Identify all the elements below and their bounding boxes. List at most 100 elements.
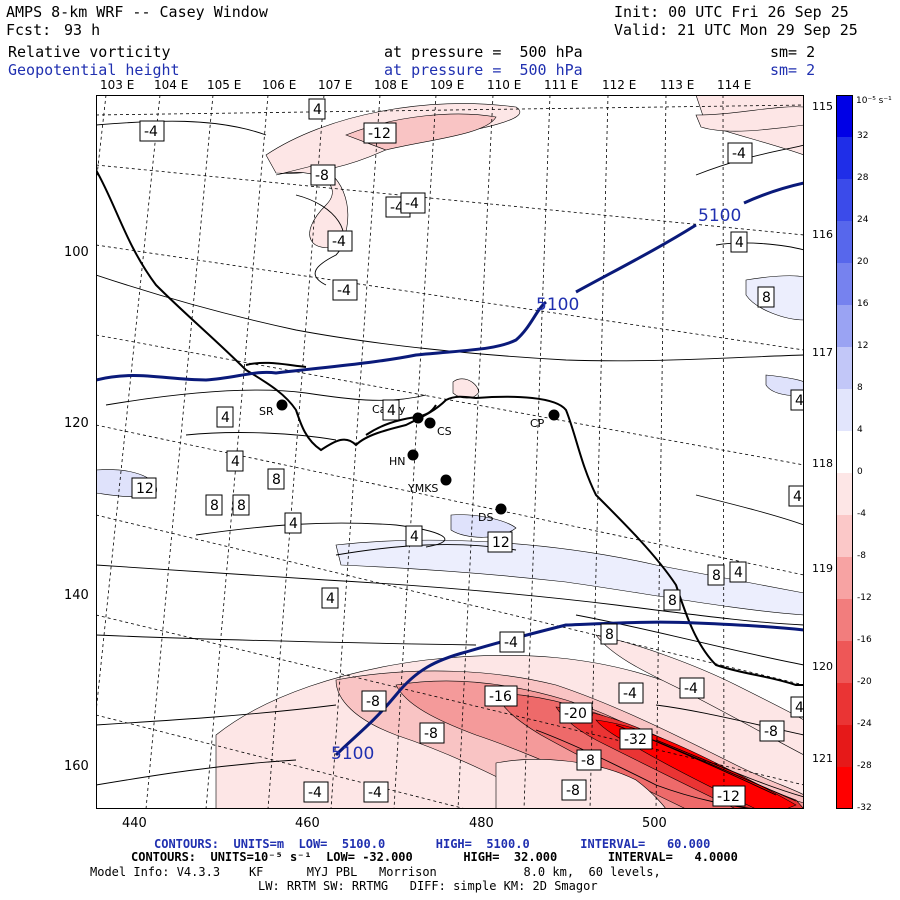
vorticity-label: 8 xyxy=(762,290,771,306)
vorticity-map: SR Casey CS CP HN YMKS DS 5100 5100 5100… xyxy=(96,95,804,809)
vorticity-label-box xyxy=(757,286,775,308)
vorticity-label-box xyxy=(232,494,250,516)
field2-name: Geopotential height xyxy=(8,61,180,79)
vorticity-label: 4 xyxy=(289,516,298,532)
colorbar-cell xyxy=(836,221,852,264)
colorbar-cell xyxy=(836,137,852,180)
station-cs xyxy=(424,417,436,429)
vorticity-label-box xyxy=(310,164,336,186)
colorbar-cell xyxy=(836,683,852,726)
vorticity-label: -4 xyxy=(332,234,346,250)
lat-label: 121 E xyxy=(812,752,844,765)
colorbar-cell xyxy=(836,347,852,390)
lat-label: 119 E xyxy=(812,562,844,575)
x-tick: 480 xyxy=(469,816,494,831)
vorticity-label: -8 xyxy=(566,783,580,799)
height-contour-info: CONTOURS: UNITS=m LOW= 5100.0 HIGH= 5100… xyxy=(154,837,711,851)
vorticity-label-box xyxy=(730,231,748,253)
vorticity-label: 8 xyxy=(668,593,677,609)
lon-label: 113 E xyxy=(660,78,695,92)
colorbar-cell xyxy=(836,179,852,222)
colorbar-tick: 28 xyxy=(857,173,869,183)
lon-label: 112 E xyxy=(602,78,637,92)
vorticity-label: 8 xyxy=(210,498,219,514)
colorbar-tick: 32 xyxy=(857,131,869,141)
colorbar-cell xyxy=(836,431,852,474)
colorbar-unit: 10⁻⁵ s⁻¹ xyxy=(856,96,892,106)
vorticity-label-box xyxy=(363,122,397,144)
station-ds xyxy=(495,503,507,515)
vorticity-label-box xyxy=(361,690,387,712)
lon-label: 107 E xyxy=(318,78,353,92)
vorticity-label: 8 xyxy=(272,472,281,488)
colorbar-tick: 12 xyxy=(857,341,869,351)
vorticity-label-box xyxy=(226,450,244,472)
vorticity-label: -12 xyxy=(368,126,391,142)
vorticity-label-box xyxy=(600,623,618,645)
vorticity-label-box xyxy=(663,589,681,611)
vorticity-label: 12 xyxy=(492,535,510,551)
vorticity-label: 4 xyxy=(793,489,802,505)
colorbar-cell xyxy=(836,557,852,600)
vorticity-label: -4 xyxy=(732,146,746,162)
vorticity-label: 4 xyxy=(734,565,743,581)
vorticity-label-box xyxy=(788,485,804,507)
colorbar-cell xyxy=(836,599,852,642)
vorticity-label-box xyxy=(790,389,804,411)
vorticity-label: -4 xyxy=(405,196,419,212)
field1-name: Relative vorticity xyxy=(8,43,171,61)
colorbar-cell xyxy=(836,263,852,306)
colorbar-cell xyxy=(836,515,852,558)
model-title: AMPS 8-km WRF -- Casey Window xyxy=(6,3,268,21)
graticule xyxy=(96,95,804,809)
geopotential-height-contours xyxy=(96,181,804,757)
vorticity-label: -4 xyxy=(504,635,518,651)
vorticity-label: -4 xyxy=(684,681,698,697)
field2-level: at pressure = 500 hPa xyxy=(384,61,583,79)
vorticity-label: 4 xyxy=(326,591,335,607)
field1-level: at pressure = 500 hPa xyxy=(384,43,583,61)
vorticity-label: -4 xyxy=(623,686,637,702)
vorticity-label-box xyxy=(131,477,157,499)
vorticity-contours xyxy=(96,120,804,809)
height-label: 5100 xyxy=(698,206,741,226)
colorbar-tick: -8 xyxy=(857,551,866,561)
vorticity-label-box xyxy=(205,494,223,516)
colorbar-cell xyxy=(836,767,852,809)
vorticity-label: 4 xyxy=(410,529,419,545)
station-casey xyxy=(412,412,424,424)
colorbar-cell xyxy=(836,389,852,432)
lat-label: 117 E xyxy=(812,346,844,359)
colorbar-tick: 24 xyxy=(857,215,869,225)
vorticity-label: -12 xyxy=(717,789,740,805)
colorbar-tick: 8 xyxy=(857,383,863,393)
vorticity-label: -8 xyxy=(581,753,595,769)
vorticity-label-box xyxy=(308,98,326,120)
colorbar-tick: -28 xyxy=(857,761,872,771)
vorticity-label-box xyxy=(712,785,746,807)
colorbar-tick: -4 xyxy=(857,509,866,519)
vorticity-label-box xyxy=(759,720,785,742)
model-physics: LW: RRTM SW: RRTMG DIFF: simple KM: 2D S… xyxy=(258,879,598,893)
lon-label: 110 E xyxy=(487,78,522,92)
vorticity-label: 4 xyxy=(795,700,804,716)
vorticity-label: -32 xyxy=(624,732,647,748)
vorticity-label: -4 xyxy=(337,283,351,299)
vorticity-label-box xyxy=(561,779,587,801)
vorticity-shading xyxy=(96,95,804,809)
vorticity-label-box xyxy=(363,781,389,803)
station-sr xyxy=(276,399,288,411)
colorbar-tick: 16 xyxy=(857,299,869,309)
x-tick: 440 xyxy=(122,816,147,831)
vorticity-label: -20 xyxy=(564,706,587,722)
vorticity-label: 4 xyxy=(313,102,322,118)
vorticity-label-box xyxy=(382,399,400,421)
vorticity-label: 8 xyxy=(237,498,246,514)
vorticity-label-box xyxy=(284,512,302,534)
station-label: SR xyxy=(259,405,274,418)
y-tick: 160 xyxy=(64,759,89,774)
vorticity-label-box xyxy=(559,702,593,724)
lat-label: 118 E xyxy=(812,457,844,470)
colorbar xyxy=(836,95,853,809)
